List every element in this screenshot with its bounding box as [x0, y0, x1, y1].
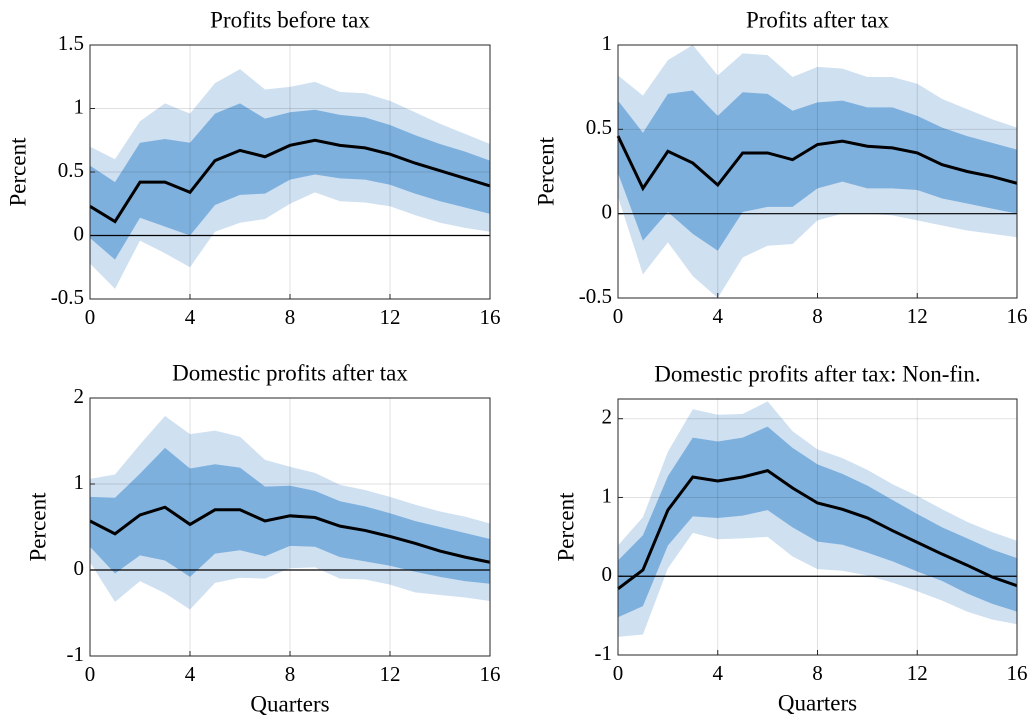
- x-tick-label: 4: [713, 661, 724, 685]
- y-tick-label: 0: [74, 221, 85, 245]
- y-tick-label: 1: [74, 470, 85, 494]
- y-tick-label: 1: [602, 483, 613, 507]
- chart-title: Domestic profits after tax: Non-fin.: [654, 361, 980, 386]
- axes-frame: [89, 44, 491, 300]
- x-tick-label: 0: [85, 662, 96, 686]
- confidence-band: [618, 426, 1017, 618]
- x-tick-label: 16: [1007, 661, 1028, 685]
- x-tick-label: 12: [380, 305, 401, 329]
- y-axis-label: Percent: [553, 492, 578, 562]
- y-tick-label: -1: [595, 641, 613, 665]
- y-tick-label: -1: [67, 642, 85, 666]
- x-axis-label: Quarters: [250, 691, 329, 716]
- y-tick-label: 1: [74, 94, 85, 118]
- y-tick-label: 0: [602, 562, 613, 586]
- chart-title: Profits after tax: [746, 7, 890, 32]
- axes-frame: [617, 44, 1018, 299]
- x-tick-label: 4: [713, 304, 724, 328]
- y-tick-label: 1.5: [58, 31, 84, 55]
- x-tick-label: 12: [380, 662, 401, 686]
- y-tick-label: 1: [602, 31, 613, 55]
- y-tick-label: 0: [74, 556, 85, 580]
- axes-frame: [89, 397, 491, 657]
- x-tick-label: 0: [85, 305, 96, 329]
- x-tick-label: 4: [185, 305, 196, 329]
- y-tick-label: 2: [74, 384, 85, 408]
- response-line: [89, 138, 491, 224]
- y-tick-label: 0.5: [586, 115, 612, 139]
- response-line: [89, 505, 491, 564]
- x-tick-label: 4: [185, 662, 196, 686]
- x-tick-label: 8: [285, 662, 296, 686]
- y-tick-label: 0.5: [58, 158, 84, 182]
- chart-title: Domestic profits after tax: [172, 360, 408, 385]
- y-tick-label: 0: [602, 199, 613, 223]
- x-tick-label: 0: [613, 661, 624, 685]
- x-tick-label: 8: [812, 304, 823, 328]
- y-tick-label: -0.5: [579, 284, 612, 308]
- x-tick-label: 8: [285, 305, 296, 329]
- x-tick-label: 8: [812, 661, 823, 685]
- y-tick-label: 2: [602, 405, 613, 429]
- x-tick-label: 16: [480, 305, 501, 329]
- x-tick-label: 16: [1007, 304, 1028, 328]
- y-axis-label: Percent: [533, 136, 558, 206]
- x-tick-label: 12: [907, 661, 928, 685]
- axes-frame: [617, 398, 1018, 656]
- y-axis-label: Percent: [5, 137, 30, 207]
- x-tick-label: 0: [613, 304, 624, 328]
- chart-title: Profits before tax: [210, 7, 370, 32]
- x-axis-label: Quarters: [778, 690, 857, 715]
- x-tick-label: 12: [907, 304, 928, 328]
- y-tick-label: -0.5: [51, 285, 84, 309]
- confidence-band: [618, 90, 1017, 251]
- confidence-band: [90, 103, 490, 260]
- y-axis-label: Percent: [25, 492, 50, 562]
- response-line: [616, 135, 1018, 192]
- response-line: [617, 469, 1018, 591]
- x-tick-label: 16: [480, 662, 501, 686]
